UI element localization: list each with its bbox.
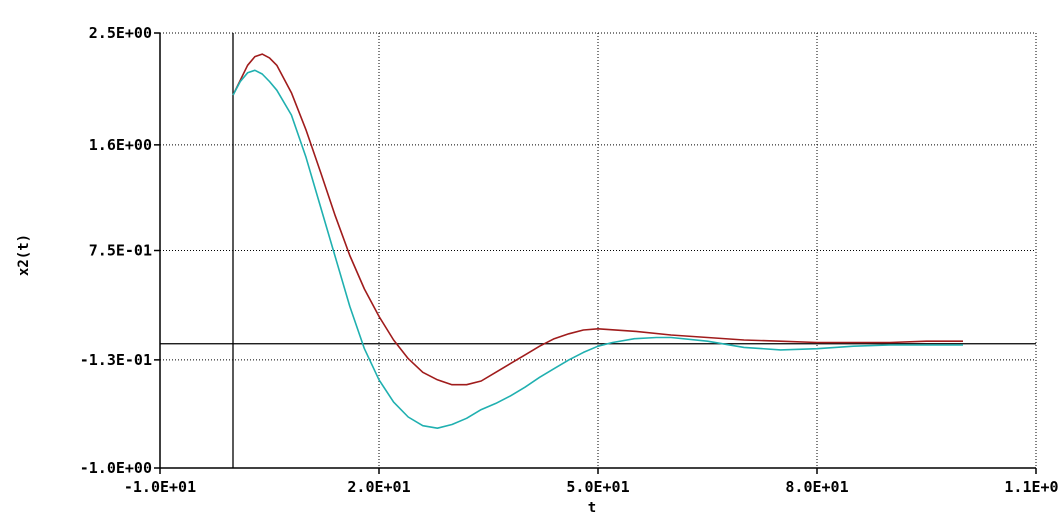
x-tick-label: 8.0E+01	[785, 478, 848, 496]
x-tick-label: -1.0E+01	[124, 478, 196, 496]
reference-lines	[160, 33, 1036, 468]
x-axis-ticks: -1.0E+01 2.0E+01 5.0E+01 8.0E+01 1.1E+02	[124, 468, 1058, 496]
y-axis-title: x2(t)	[16, 234, 32, 276]
y-tick-label: -1.3E-01	[80, 351, 152, 369]
y-tick-label: 2.5E+00	[89, 24, 152, 42]
x-tick-label: 2.0E+01	[347, 478, 410, 496]
series-line-1	[232, 53, 963, 386]
x-tick-label: 5.0E+01	[566, 478, 629, 496]
y-tick-label: 1.6E+00	[89, 136, 152, 154]
series-lines	[232, 53, 963, 429]
y-tick-label: -1.0E+00	[80, 459, 152, 477]
x-tick-label: 1.1E+02	[1004, 478, 1058, 496]
series-line-2	[232, 69, 963, 429]
y-axis-ticks: -1.0E+00 -1.3E-01 7.5E-01 1.6E+00 2.5E+00	[80, 24, 160, 477]
y-tick-label: 7.5E-01	[89, 242, 152, 260]
x-axis-title: t	[588, 500, 596, 516]
grid-lines	[159, 32, 1037, 469]
